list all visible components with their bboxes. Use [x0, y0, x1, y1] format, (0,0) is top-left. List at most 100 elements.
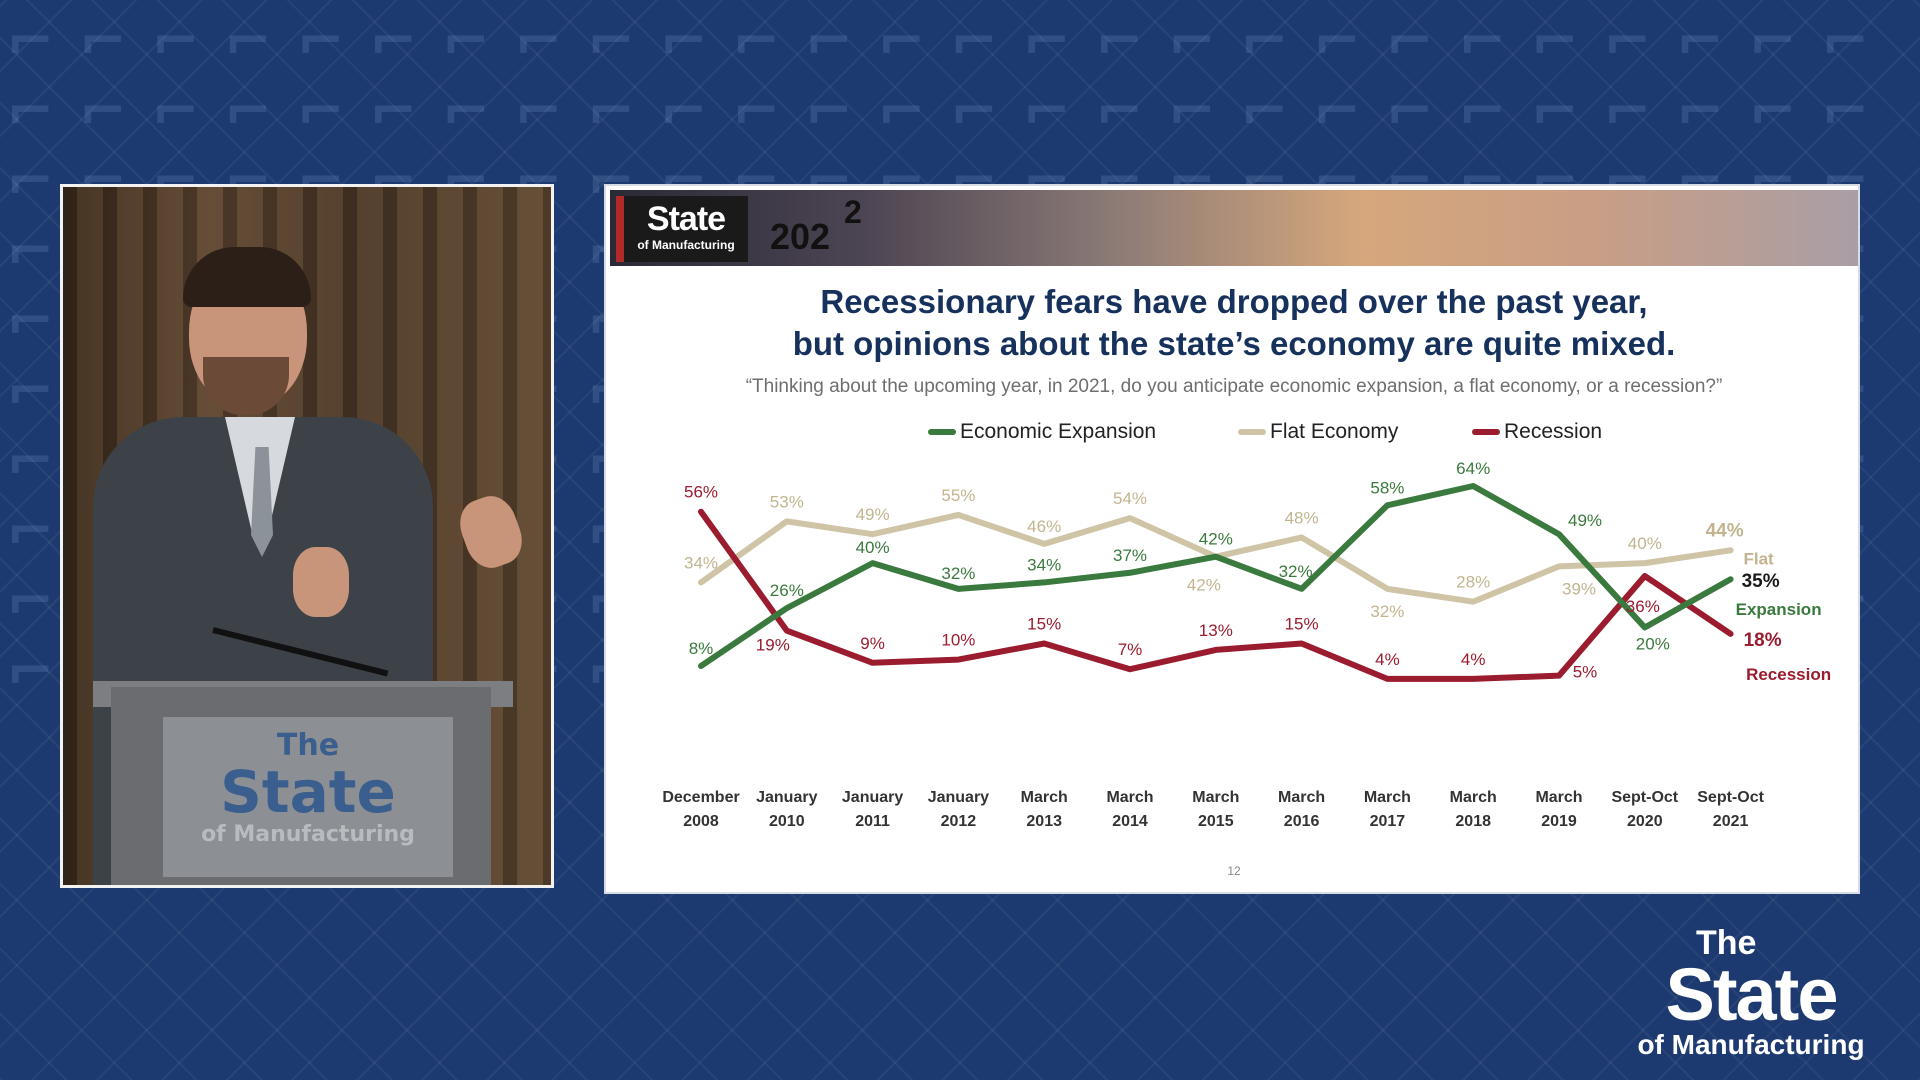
- slide-title: Recessionary fears have dropped over the…: [606, 281, 1858, 365]
- x-tick-label-line2: 2011: [855, 813, 890, 830]
- x-tick-label-line2: 2018: [1455, 813, 1491, 830]
- data-label-expansion: 64%: [1456, 459, 1490, 478]
- x-tick-label-line1: January: [842, 789, 903, 806]
- data-label-expansion: 34%: [1027, 555, 1061, 574]
- data-label-flat: 44%: [1706, 520, 1744, 541]
- data-label-expansion: 32%: [941, 564, 975, 583]
- speaker-left-hand: [293, 547, 349, 617]
- speaker-beard: [203, 357, 289, 415]
- x-tick-label-line1: January: [928, 789, 989, 806]
- data-label-recession: 56%: [684, 483, 718, 502]
- x-tick-label-line2: 2010: [769, 813, 805, 830]
- data-label-recession: 4%: [1461, 650, 1486, 669]
- data-label-flat: 42%: [1187, 576, 1221, 595]
- x-tick-label-line2: 2016: [1284, 813, 1320, 830]
- slide-title-line2: but opinions about the state’s economy a…: [792, 325, 1676, 362]
- speaker-tie: [251, 447, 273, 557]
- speaker-video: The State of Manufacturing: [60, 184, 554, 888]
- corner-logo-state: State: [1665, 953, 1839, 1036]
- data-label-flat: 48%: [1285, 508, 1319, 527]
- data-label-flat: 49%: [856, 505, 890, 524]
- legend-label-flat: Flat Economy: [1270, 420, 1399, 443]
- data-label-flat: 54%: [1113, 489, 1147, 508]
- x-tick-label-line2: 2012: [941, 813, 977, 830]
- x-tick-label-line1: December: [662, 789, 739, 806]
- data-label-expansion: 49%: [1568, 511, 1602, 530]
- data-label-expansion: 58%: [1370, 478, 1404, 497]
- data-label-recession: 4%: [1375, 650, 1400, 669]
- x-tick-label-line1: March: [1192, 789, 1239, 806]
- series-line-recession: [698, 508, 1734, 682]
- data-label-recession: 5%: [1573, 663, 1598, 682]
- banner-year: 202: [770, 216, 831, 257]
- x-tick-label-line2: 2021: [1713, 813, 1749, 830]
- data-label-recession: 15%: [1285, 615, 1319, 634]
- x-tick-label-line2: 2017: [1370, 813, 1406, 830]
- banner-logo: State of Manufacturing: [616, 196, 748, 262]
- x-tick-label-line1: Sept-Oct: [1611, 789, 1678, 806]
- legend-item-recession: Recession: [1472, 418, 1602, 446]
- podium-logo: The State of Manufacturing: [163, 717, 453, 877]
- legend-label-expansion: Economic Expansion: [960, 420, 1157, 443]
- data-label-flat: 39%: [1562, 579, 1596, 598]
- series-line-expansion: [698, 483, 1734, 669]
- banner-logo-state: State: [646, 200, 726, 238]
- data-label-recession: 10%: [941, 631, 975, 650]
- x-tick-label-line2: 2008: [683, 813, 719, 830]
- data-label-flat: 28%: [1456, 573, 1490, 592]
- line-chart: 8% 26% 40% 32% 34% 37% 42% 32% 58% 64% 49% 20% 35% Ex…: [662, 459, 1831, 830]
- page-number: 12: [1227, 864, 1241, 878]
- series-end-label-flat: Flat: [1743, 549, 1774, 568]
- series-end-label-expansion: Expansion: [1736, 600, 1822, 619]
- survey-question: “Thinking about the upcoming year, in 20…: [745, 376, 1723, 397]
- data-label-recession: 18%: [1744, 630, 1782, 651]
- data-label-flat: 53%: [770, 492, 804, 511]
- data-label-recession: 7%: [1118, 640, 1143, 659]
- legend-swatch-recession: [1472, 429, 1500, 436]
- data-label-expansion: 42%: [1199, 530, 1233, 549]
- data-label-flat: 34%: [684, 553, 718, 572]
- data-label-flat: 46%: [1027, 517, 1061, 536]
- data-label-expansion: 40%: [856, 538, 890, 557]
- x-tick-label-line1: March: [1278, 789, 1325, 806]
- data-label-expansion: 32%: [1279, 562, 1313, 581]
- legend-swatch-flat: [1238, 429, 1266, 436]
- data-label-expansion: 26%: [770, 581, 804, 600]
- x-tick-label-line1: March: [1450, 789, 1497, 806]
- data-label-recession: 15%: [1027, 615, 1061, 634]
- x-tick-label-line1: Sept-Oct: [1697, 789, 1764, 806]
- data-label-expansion: 20%: [1636, 634, 1670, 653]
- banner-logo-of-manufacturing: of Manufacturing: [637, 238, 735, 252]
- data-label-expansion: 37%: [1113, 546, 1147, 565]
- legend-label-recession: Recession: [1504, 420, 1603, 443]
- legend-item-expansion: Economic Expansion: [928, 418, 1156, 446]
- legend-item-flat: Flat Economy: [1238, 418, 1398, 446]
- corner-logo: The State of Manufacturing: [1626, 926, 1876, 1066]
- corner-logo-of-manufacturing: of Manufacturing: [1637, 1029, 1865, 1060]
- chart-legend: Economic Expansion Flat Economy Recessio…: [606, 418, 1858, 448]
- x-tick-label-line1: March: [1535, 789, 1582, 806]
- x-tick-label-line1: March: [1106, 789, 1153, 806]
- data-label-flat: 32%: [1370, 602, 1404, 621]
- slide-banner: State of Manufacturing 202 2: [610, 190, 1858, 266]
- legend-swatch-expansion: [928, 429, 956, 436]
- data-label-flat: 55%: [941, 486, 975, 505]
- data-label-flat: 40%: [1628, 534, 1662, 553]
- speaker-hair: [183, 247, 311, 307]
- podium-logo-the: The: [276, 728, 340, 763]
- podium-logo-of-manufacturing: of Manufacturing: [201, 822, 415, 847]
- banner-superscript: 2: [844, 194, 862, 230]
- x-tick-label-line2: 2020: [1627, 813, 1663, 830]
- slide-title-line1: Recessionary fears have dropped over the…: [820, 283, 1648, 320]
- corner-logo-the: The: [1696, 924, 1757, 962]
- data-label-expansion: 8%: [689, 639, 714, 658]
- x-tick-label-line2: 2014: [1112, 813, 1148, 830]
- data-label-recession: 13%: [1199, 621, 1233, 640]
- x-tick-label-line1: March: [1364, 789, 1411, 806]
- x-tick-label-line1: March: [1021, 789, 1068, 806]
- x-tick-label-line2: 2015: [1198, 813, 1234, 830]
- x-tick-label-line2: 2013: [1026, 813, 1062, 830]
- data-label-expansion: 35%: [1742, 571, 1780, 592]
- x-tick-label-line2: 2019: [1541, 813, 1577, 830]
- podium-logo-state: State: [220, 758, 396, 826]
